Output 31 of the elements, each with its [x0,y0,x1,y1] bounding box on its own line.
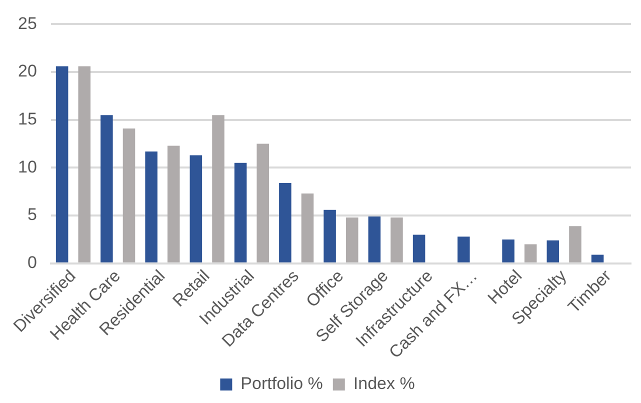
bar [324,210,336,262]
bar [301,194,314,262]
legend-label: Portfolio % [240,374,323,394]
bar [100,115,113,262]
bar [212,115,224,262]
bar [458,236,470,262]
bar [145,151,158,262]
bar [368,216,381,262]
y-tick-label: 25 [18,14,37,33]
bar [234,162,247,262]
bar [524,244,537,262]
bar [546,240,560,262]
bar [256,144,269,262]
legend-label: Index % [353,374,415,394]
bar [591,254,604,262]
bar [279,183,292,262]
y-tick-label: 20 [18,62,37,81]
bar [167,146,180,262]
y-tick-label: 10 [18,157,37,176]
bar [346,217,358,262]
y-tick-label: 15 [18,110,37,129]
bar [569,226,582,262]
bar [412,234,426,262]
y-tick-label: 0 [27,253,37,272]
y-tick-label: 5 [27,205,37,224]
bar [78,66,91,262]
bar [190,155,202,262]
bar [390,217,403,262]
bar [122,128,136,262]
bar [56,66,68,262]
bar [502,239,514,262]
